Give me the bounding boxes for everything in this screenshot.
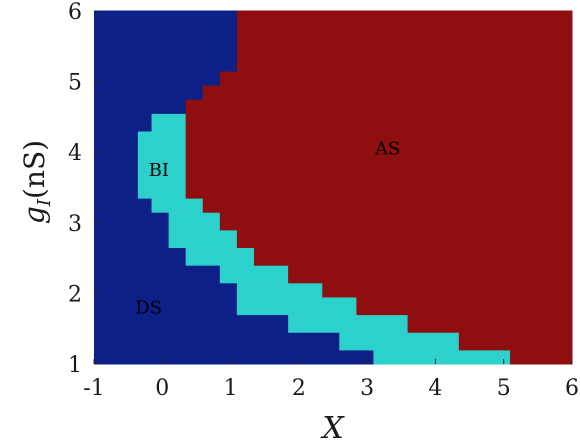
cell-as-row-10 bbox=[185, 130, 573, 199]
cell-as-row-6 bbox=[253, 247, 573, 266]
y-tick-label: 5 bbox=[68, 71, 82, 96]
cell-ds-row-14 bbox=[94, 70, 222, 86]
cell-ds-row-0 bbox=[94, 349, 375, 365]
cell-ds-row-4 bbox=[94, 282, 239, 298]
cell-ds-row-10 bbox=[94, 130, 140, 199]
x-tick-label: -1 bbox=[83, 376, 104, 401]
plot-area bbox=[94, 10, 573, 365]
y-tick-label: 6 bbox=[68, 0, 82, 25]
y-tick-label: 3 bbox=[68, 212, 82, 237]
y-tick-label: 4 bbox=[68, 141, 82, 166]
cell-ds-row-11 bbox=[94, 112, 154, 132]
x-tick-label: 0 bbox=[155, 376, 169, 401]
cell-ds-row-2 bbox=[94, 314, 290, 333]
cell-as-row-12 bbox=[185, 98, 573, 114]
x-tick-label: 1 bbox=[224, 376, 238, 401]
y-axis-unit: (nS) bbox=[18, 140, 51, 199]
axis-ticks: -1 0 1 2 3 4 5 6 1 2 3 4 5 6 bbox=[68, 0, 579, 401]
cell-ds-row-6 bbox=[94, 247, 188, 266]
cell-bi-row-4 bbox=[236, 282, 324, 298]
cell-bi-row-10 bbox=[137, 130, 187, 199]
cell-as-row-7 bbox=[236, 229, 573, 249]
cell-ds-row-3 bbox=[94, 296, 239, 316]
cell-bi-row-9 bbox=[151, 197, 204, 213]
x-tick-label: 2 bbox=[292, 376, 306, 401]
cell-ds-row-5 bbox=[94, 264, 222, 284]
cell-as-row-15 bbox=[236, 10, 573, 72]
x-tick-label: 3 bbox=[360, 376, 374, 401]
cell-bi-row-5 bbox=[219, 264, 290, 284]
cell-bi-row-8 bbox=[168, 211, 221, 231]
cell-as-row-1 bbox=[458, 331, 573, 351]
cell-bi-row-1 bbox=[339, 331, 460, 351]
cell-as-row-5 bbox=[288, 264, 573, 284]
y-axis-symbol: g bbox=[18, 206, 51, 224]
cell-as-row-2 bbox=[407, 314, 573, 333]
region-label-as: AS bbox=[374, 139, 400, 160]
cell-ds-row-1 bbox=[94, 331, 341, 351]
cell-bi-row-6 bbox=[185, 247, 255, 266]
heatmap-cells bbox=[94, 10, 573, 365]
x-axis-title: X bbox=[320, 411, 345, 446]
y-axis-subscript: I bbox=[34, 198, 55, 207]
region-labels: AS BI DS bbox=[135, 139, 400, 319]
cell-bi-row-0 bbox=[373, 349, 512, 365]
cell-ds-row-8 bbox=[94, 211, 171, 231]
cell-as-row-13 bbox=[202, 84, 573, 100]
x-tick-label: 4 bbox=[428, 376, 442, 401]
cell-ds-row-12 bbox=[94, 98, 188, 114]
cell-ds-row-9 bbox=[94, 197, 154, 213]
cell-bi-row-2 bbox=[288, 314, 409, 333]
cell-bi-row-7 bbox=[168, 229, 238, 249]
cell-as-row-0 bbox=[510, 349, 573, 365]
y-axis-title: gI(nS) bbox=[18, 140, 55, 224]
cell-as-row-3 bbox=[356, 296, 573, 316]
cell-as-row-11 bbox=[185, 112, 573, 132]
cell-bi-row-3 bbox=[236, 296, 358, 316]
cell-as-row-14 bbox=[219, 70, 573, 86]
region-label-ds: DS bbox=[135, 298, 162, 319]
cell-as-row-4 bbox=[322, 282, 573, 298]
x-tick-label: 6 bbox=[565, 376, 579, 401]
x-tick-label: 5 bbox=[497, 376, 511, 401]
cell-as-row-8 bbox=[219, 211, 573, 231]
y-tick-label: 1 bbox=[68, 353, 82, 378]
cell-ds-row-15 bbox=[94, 10, 239, 72]
cell-ds-row-7 bbox=[94, 229, 171, 249]
cell-ds-row-13 bbox=[94, 84, 205, 100]
region-label-bi: BI bbox=[149, 160, 169, 181]
cell-as-row-9 bbox=[202, 197, 573, 213]
cell-bi-row-11 bbox=[151, 112, 187, 132]
y-tick-label: 2 bbox=[68, 282, 82, 307]
